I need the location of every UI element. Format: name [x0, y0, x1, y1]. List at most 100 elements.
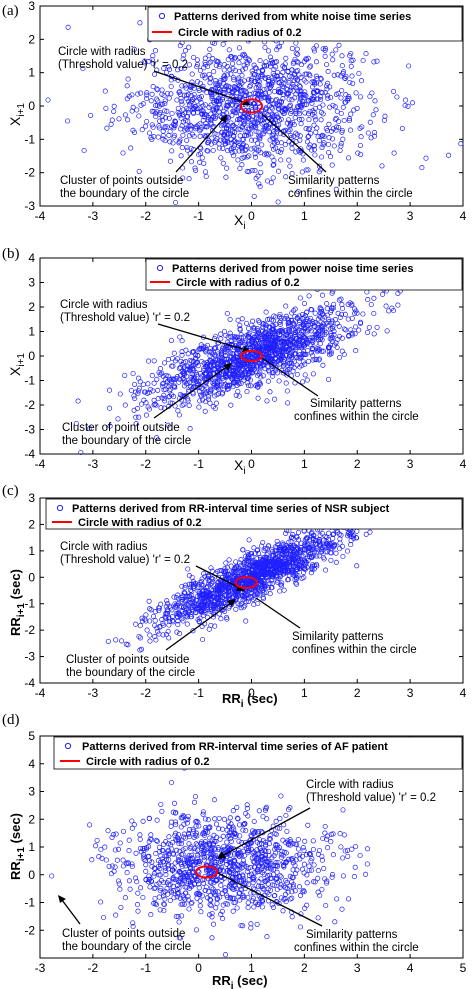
scatter-point	[191, 91, 197, 98]
scatter-point	[208, 141, 214, 147]
scatter-point	[287, 127, 293, 133]
scatter-point	[252, 550, 258, 556]
scatter-point	[291, 550, 297, 556]
scatter-point	[316, 169, 322, 175]
scatter-point	[178, 115, 184, 121]
scatter-point	[146, 130, 153, 136]
scatter-point	[221, 77, 227, 83]
annotation-cluster-line1: Cluster of point outside	[62, 422, 180, 434]
scatter-point	[253, 352, 259, 358]
scatter-point	[271, 871, 277, 877]
y-tick-label: -2	[24, 166, 35, 180]
scatter-point	[297, 355, 303, 361]
scatter-point	[143, 412, 150, 418]
scatter-point	[170, 851, 176, 857]
scatter-point	[152, 622, 158, 628]
scatter-point	[278, 99, 285, 105]
scatter-point	[136, 385, 142, 391]
scatter-point	[250, 318, 256, 324]
scatter-point	[208, 850, 214, 856]
scatter-point	[152, 634, 158, 640]
scatter-point	[168, 337, 174, 343]
scatter-point	[309, 147, 315, 153]
scatter-point	[171, 125, 177, 131]
scatter-point	[339, 335, 345, 341]
scatter-point	[180, 56, 186, 62]
scatter-point	[158, 405, 164, 411]
scatter-point	[170, 809, 176, 815]
scatter-point	[184, 621, 190, 627]
scatter-point	[80, 66, 86, 72]
scatter-point	[164, 108, 170, 114]
scatter-point	[230, 102, 236, 108]
annotation-similarity-line2: confines within the circle	[294, 411, 419, 423]
scatter-point	[131, 46, 137, 52]
scatter-point	[338, 143, 344, 149]
scatter-point	[313, 59, 319, 65]
scatter-point	[289, 67, 295, 73]
scatter-point	[261, 349, 267, 355]
scatter-point	[261, 548, 267, 554]
scatter-point	[314, 545, 320, 551]
scatter-point	[126, 93, 132, 99]
scatter-point	[340, 807, 346, 813]
scatter-point	[283, 55, 289, 61]
scatter-point	[252, 154, 259, 160]
scatter-point	[255, 550, 262, 556]
scatter-point	[209, 575, 215, 581]
x-tick-label: 1	[301, 457, 308, 471]
scatter-point	[271, 558, 277, 564]
scatter-point	[103, 105, 109, 111]
scatter-point	[233, 102, 239, 108]
scatter-point	[153, 103, 159, 109]
scatter-point	[263, 309, 269, 315]
scatter-point	[287, 163, 293, 169]
scatter-point	[132, 395, 138, 401]
scatter-point	[175, 592, 181, 598]
scatter-point	[184, 884, 190, 891]
scatter-point	[269, 317, 275, 323]
scatter-point	[106, 387, 113, 393]
scatter-point	[318, 97, 324, 103]
scatter-point	[166, 132, 172, 138]
scatter-point	[324, 61, 330, 68]
scatter-point	[282, 65, 288, 71]
scatter-point	[298, 545, 304, 551]
scatter-point	[208, 603, 214, 609]
scatter-point	[223, 588, 229, 594]
legend-label-circle: Circle with radius of 0.2	[78, 517, 201, 529]
scatter-point	[164, 69, 170, 75]
x-tick-label: 4	[460, 686, 467, 700]
scatter-point	[184, 144, 190, 151]
scatter-point	[181, 401, 187, 407]
scatter-point	[283, 899, 289, 905]
scatter-point	[313, 537, 319, 543]
scatter-point	[200, 636, 206, 643]
scatter-point	[290, 119, 296, 126]
scatter-point	[175, 408, 181, 414]
scatter-point	[164, 90, 170, 97]
scatter-point	[283, 303, 289, 309]
scatter-point	[372, 98, 378, 104]
scatter-point	[331, 543, 337, 549]
scatter-point	[184, 137, 190, 143]
scatter-point	[176, 379, 182, 385]
scatter-point	[323, 880, 330, 886]
scatter-point	[281, 110, 287, 117]
scatter-point	[273, 351, 279, 357]
scatter-point	[245, 376, 251, 382]
scatter-point	[333, 124, 340, 130]
scatter-point	[337, 540, 343, 546]
scatter-point	[303, 126, 309, 132]
scatter-point	[249, 123, 255, 129]
annotation-threshold-line2: (Threshold value) 'r' = 0.2	[60, 554, 190, 566]
scatter-point	[293, 571, 299, 578]
scatter-point	[258, 543, 265, 549]
scatter-point	[291, 358, 298, 364]
scatter-point	[213, 905, 219, 911]
scatter-point	[120, 857, 126, 863]
scatter-point	[179, 583, 185, 590]
scatter-point	[197, 80, 204, 86]
scatter-point	[241, 604, 247, 610]
